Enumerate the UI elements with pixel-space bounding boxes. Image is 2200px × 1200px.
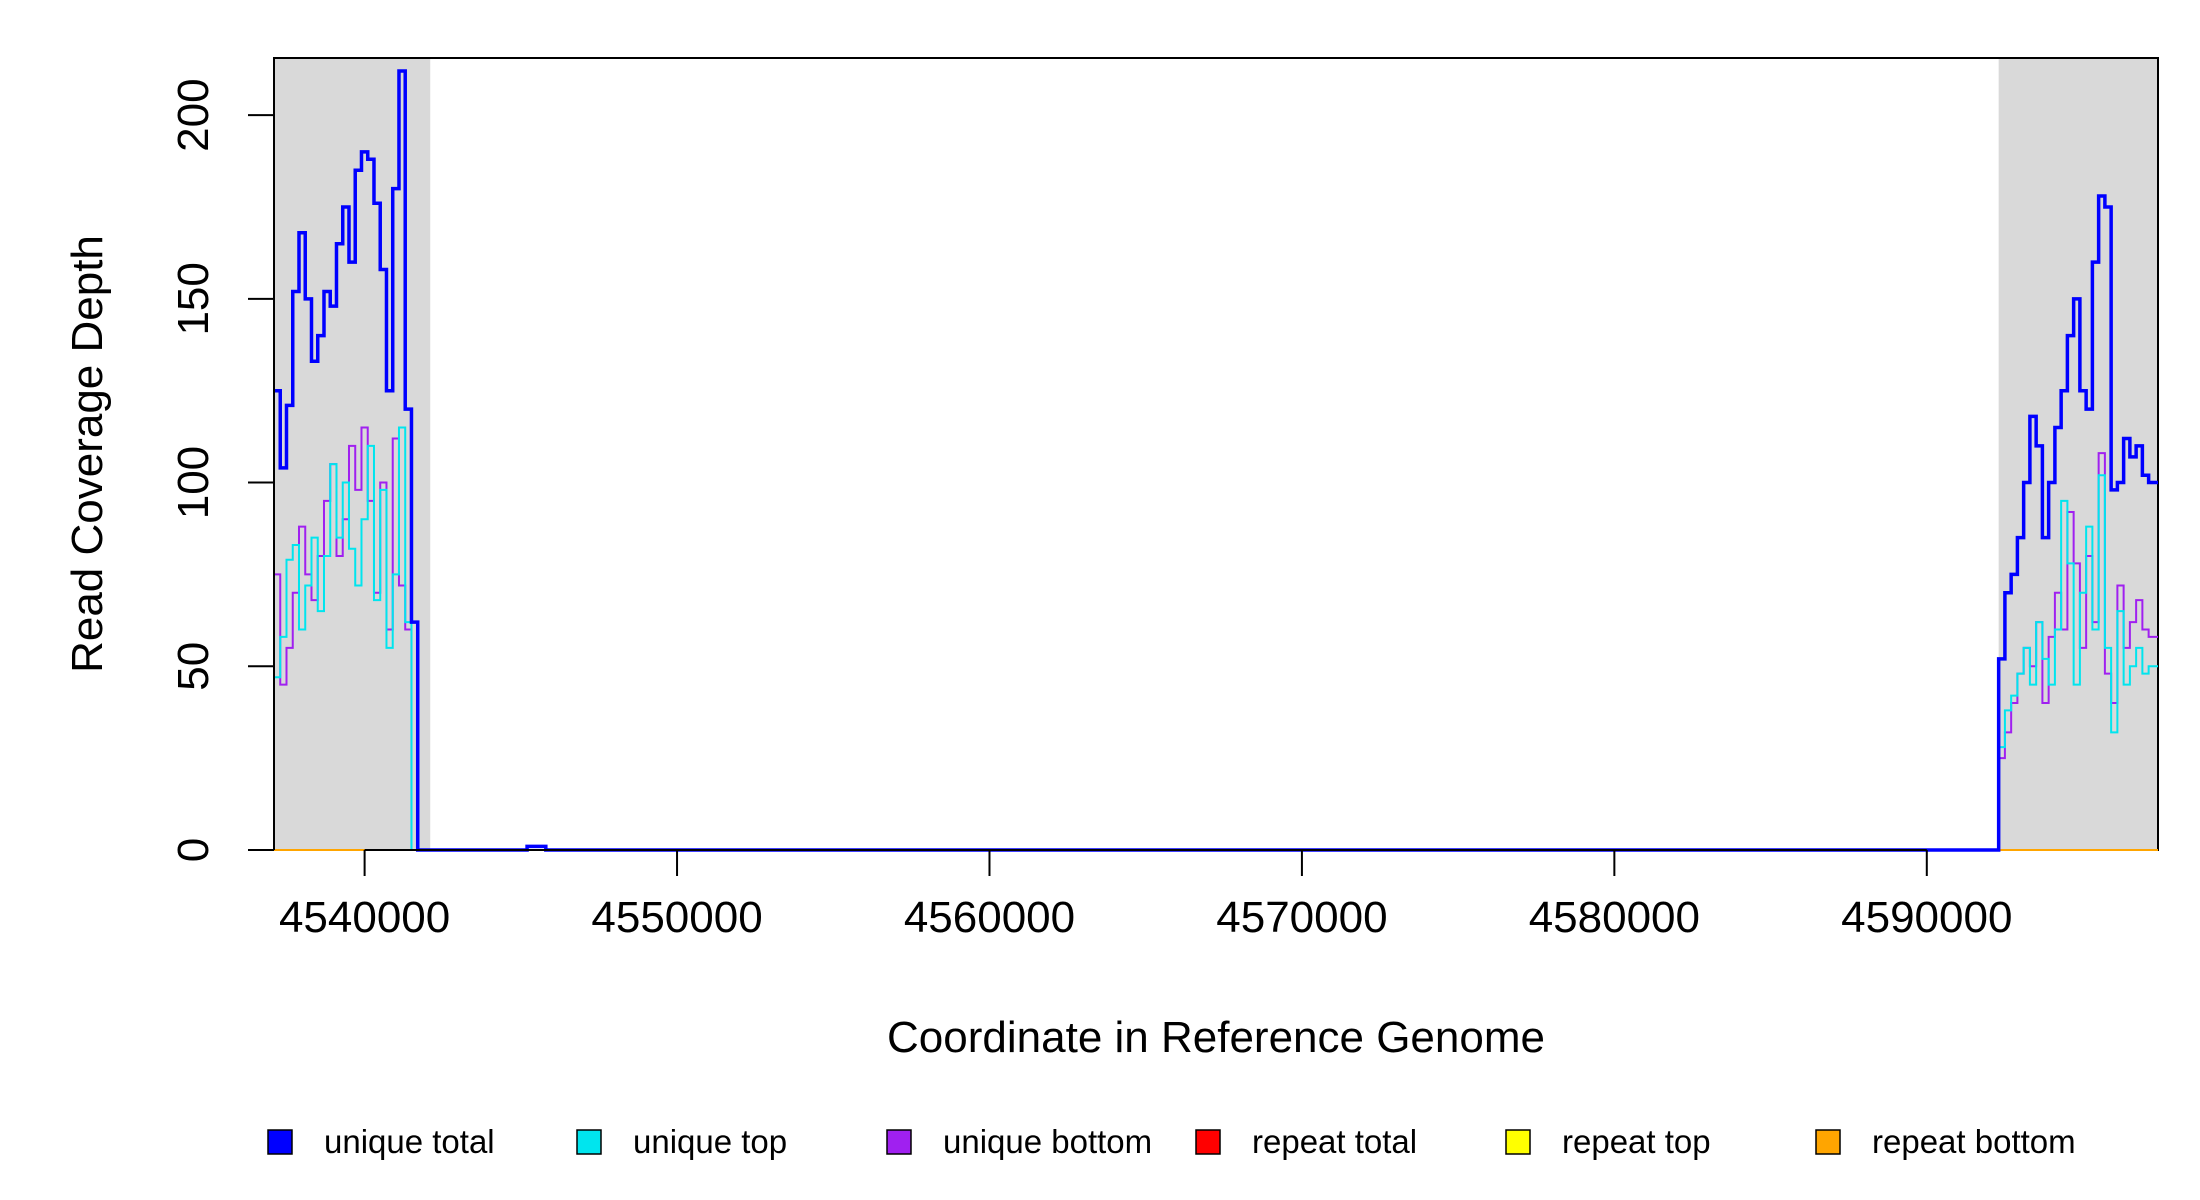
shaded-region-1 [1998, 58, 2158, 850]
legend-label: unique bottom [943, 1123, 1152, 1160]
legend-swatch [1815, 1129, 1841, 1155]
legend-label: repeat total [1252, 1123, 1417, 1160]
x-tick-label: 4560000 [904, 893, 1075, 942]
legend-label: unique top [633, 1123, 787, 1160]
shaded-regions [274, 58, 2158, 850]
x-axis-title: Coordinate in Reference Genome [887, 1013, 1545, 1062]
legend-swatch [886, 1129, 912, 1155]
x-tick-label: 4590000 [1841, 893, 2012, 942]
series-line-unique-bottom [274, 426, 2158, 851]
x-tick-label: 4540000 [279, 893, 450, 942]
legend-label: repeat top [1562, 1123, 1711, 1160]
x-tick-label: 4570000 [1216, 893, 1387, 942]
legend-label: repeat bottom [1872, 1123, 2076, 1160]
y-tick-label: 0 [169, 838, 218, 862]
series-line-unique-total [274, 69, 2158, 852]
y-axis: 0 50 100 150 200 [169, 78, 275, 862]
y-axis-title: Read Coverage Depth [63, 235, 112, 673]
x-tick-label: 4550000 [591, 893, 762, 942]
y-tick-label: 100 [169, 446, 218, 519]
x-axis: 4540000 4550000 4560000 4570000 4580000 45900… [279, 849, 2012, 942]
legend-swatch [1505, 1129, 1531, 1155]
legend-swatch [1195, 1129, 1221, 1155]
series-line-unique-top [274, 426, 2158, 851]
plot-frame [273, 57, 2159, 851]
legend-label: unique total [324, 1123, 495, 1160]
legend-swatch [267, 1129, 293, 1155]
y-tick-label: 50 [169, 642, 218, 691]
series-layer [274, 69, 2158, 852]
y-tick-label: 200 [169, 78, 218, 151]
x-tick-label: 4580000 [1529, 893, 1700, 942]
legend: unique total unique top unique bottom repea… [267, 1123, 2076, 1160]
legend-swatch [576, 1129, 602, 1155]
y-tick-label: 150 [169, 262, 218, 335]
